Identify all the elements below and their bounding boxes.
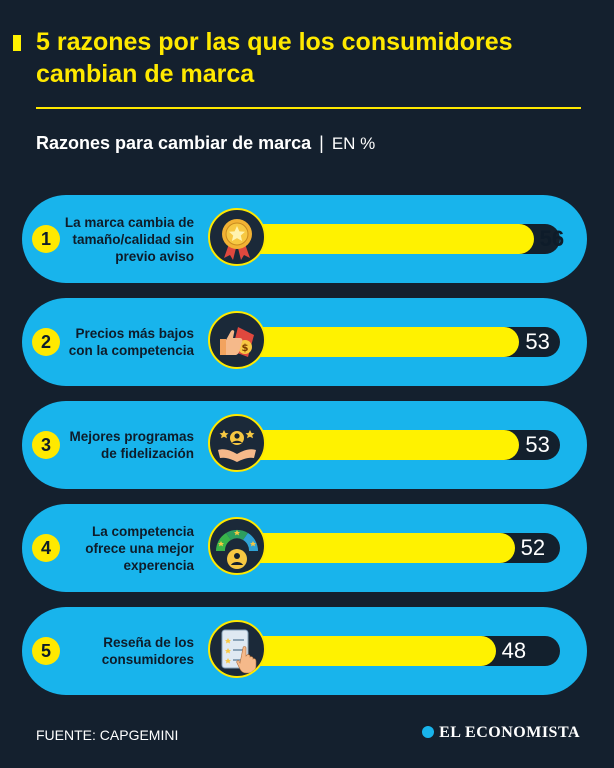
bar-value-label: 56 — [539, 226, 565, 251]
bar-fill — [227, 533, 515, 563]
thumbs-up-price-tag-icon: $ — [208, 311, 266, 369]
bar-track — [227, 327, 560, 357]
title-accent-mark — [13, 35, 21, 51]
bar-fill — [227, 636, 496, 666]
bar-row-4: 4 La competencia ofrece una mejor experen… — [22, 504, 587, 592]
chart-subtitle: Razones para cambiar de marca | EN % — [36, 131, 375, 156]
bar-fill — [227, 224, 534, 254]
bar-label: Reseña de los consumidores — [101, 635, 194, 667]
bar-label: Mejores programas de fidelización — [69, 429, 194, 461]
badge-star-icon — [208, 208, 266, 266]
bar-row-2: 2 Precios más bajos con la competencia 53 $ — [22, 298, 587, 386]
bar-track — [227, 636, 560, 666]
bar-track — [227, 430, 560, 460]
bar-label: La marca cambia de tamaño/calidad sin pr… — [64, 214, 194, 264]
subtitle-separator: | — [319, 133, 324, 153]
bar-row-1: 1 La marca cambia de tamaño/calidad sin p… — [22, 195, 587, 283]
bar-track — [227, 533, 560, 563]
rank-badge: 4 — [32, 534, 60, 562]
bar-row-5: 5 Reseña de los consumidores 48 — [22, 607, 587, 695]
bar-value-label: 53 — [525, 329, 550, 354]
bar-value-label: 53 — [525, 432, 550, 457]
bar-track — [227, 224, 560, 254]
brand-dot-icon — [422, 726, 435, 738]
bar-value-label: 48 — [501, 638, 527, 663]
bar-label: La competencia ofrece una mejor experenc… — [85, 523, 194, 573]
bar-fill — [227, 327, 520, 357]
page-title: 5 razones por las que los consumidores c… — [36, 28, 513, 88]
rank-badge: 3 — [32, 431, 60, 459]
rank-badge: 2 — [32, 328, 60, 356]
bar-value-label: 52 — [520, 535, 546, 560]
rank-badge: 1 — [32, 225, 60, 253]
svg-text:$: $ — [242, 343, 249, 354]
bar-label: Precios más bajos con la competencia — [68, 326, 194, 358]
source-note: FUENTE: CAPGEMINI — [36, 727, 179, 743]
bar-fill — [227, 430, 520, 460]
subtitle-text: Razones para cambiar de marca — [36, 133, 312, 153]
bar-row-3: 3 Mejores programas de fidelización 53 — [22, 401, 587, 489]
rating-gauge-user-icon — [208, 517, 266, 575]
rank-badge: 5 — [32, 637, 60, 665]
unit-label: EN % — [331, 134, 376, 153]
title-divider — [36, 107, 581, 109]
hands-user-stars-icon — [208, 414, 266, 472]
brand-logo: EL ECONOMISTA — [422, 724, 580, 742]
brand-name: EL ECONOMISTA — [439, 724, 580, 741]
review-touch-icon — [208, 620, 266, 678]
